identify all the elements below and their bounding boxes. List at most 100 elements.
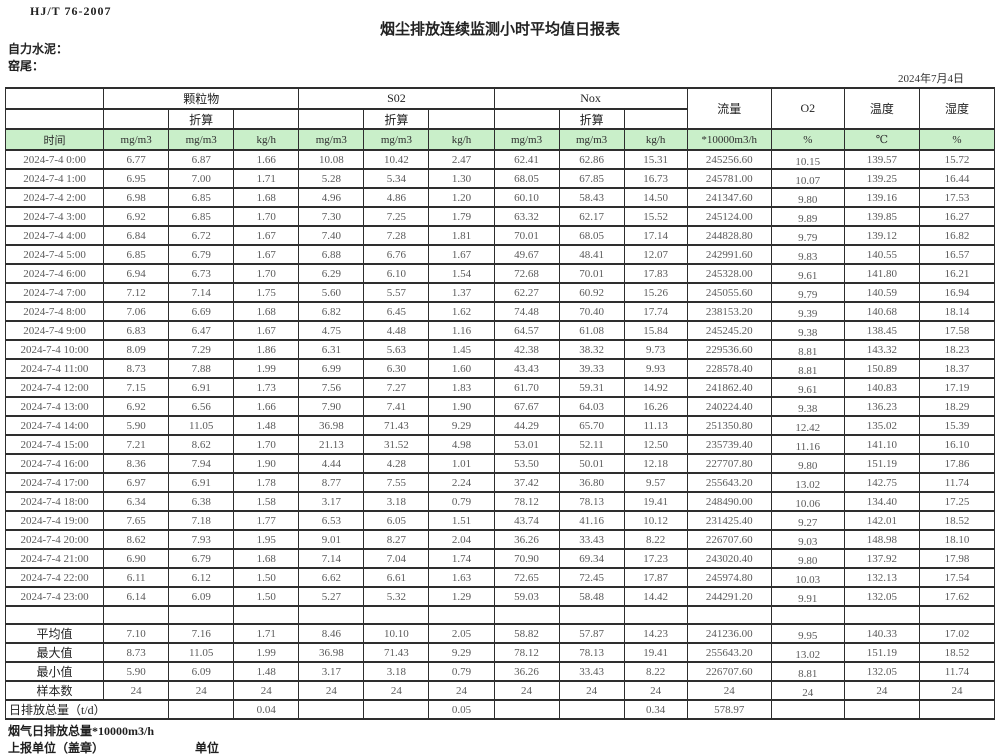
cell-value: 24 bbox=[233, 680, 300, 701]
cell-value: 15.84 bbox=[623, 320, 688, 341]
cell-value: 138.45 bbox=[843, 320, 920, 341]
cell-value: 143.32 bbox=[843, 339, 920, 360]
cell-value: 7.55 bbox=[363, 472, 430, 493]
cell-value: 74.48 bbox=[493, 301, 560, 322]
cell-value: 7.28 bbox=[363, 225, 430, 246]
cell-value: 5.63 bbox=[363, 339, 430, 360]
unit-header: mg/m3 bbox=[298, 128, 365, 151]
cell-value: 70.01 bbox=[558, 263, 625, 284]
cell-value: 151.19 bbox=[843, 453, 920, 474]
cell-value: 7.21 bbox=[103, 434, 170, 455]
cell-time: 2024-7-4 14:00 bbox=[4, 415, 105, 436]
cell-value: 6.88 bbox=[298, 244, 365, 265]
cell-value: 7.06 bbox=[103, 301, 170, 322]
cell-value: 1.01 bbox=[428, 453, 495, 474]
cell-value: 151.19 bbox=[843, 642, 920, 663]
cell-value: 1.51 bbox=[428, 510, 495, 531]
cell-value: 8.73 bbox=[103, 358, 170, 379]
cell-value: 6.34 bbox=[103, 491, 170, 512]
cell-value: 1.90 bbox=[233, 453, 300, 474]
cell-value: 7.14 bbox=[168, 282, 235, 303]
spacer-cell bbox=[843, 605, 920, 625]
table-row: 2024-7-4 20:00 8.62 7.93 1.95 9.01 8.27 2.04 36… bbox=[4, 529, 996, 550]
cell-value: 24 bbox=[168, 680, 235, 701]
header-spacer bbox=[103, 108, 170, 130]
cell-value: 1.99 bbox=[233, 358, 300, 379]
cell-value: 9.57 bbox=[623, 472, 688, 493]
summary-row: 样本数 24 24 24 24 24 24 24 24 24 24 24 24 24 bbox=[4, 680, 996, 701]
cell-value: 1.66 bbox=[233, 149, 300, 170]
cell-time: 2024-7-4 23:00 bbox=[4, 586, 105, 607]
cell-value: 9.79 bbox=[770, 225, 845, 246]
cell-time: 2024-7-4 16:00 bbox=[4, 453, 105, 474]
cell-value: 24 bbox=[918, 680, 996, 701]
cell-value: 1.67 bbox=[233, 320, 300, 341]
cell-value: 1.83 bbox=[428, 377, 495, 398]
page-title: 烟尘排放连续监测小时平均值日报表 bbox=[379, 22, 620, 38]
cell-value: 9.79 bbox=[770, 282, 845, 303]
cell-value: 244828.80 bbox=[686, 225, 772, 246]
cell-value: 1.54 bbox=[428, 263, 495, 284]
cell-time: 2024-7-4 12:00 bbox=[4, 377, 105, 398]
table-row: 2024-7-4 2:00 6.98 6.85 1.68 4.96 4.86 1.20 60.… bbox=[4, 187, 996, 208]
cell-time: 2024-7-4 10:00 bbox=[4, 339, 105, 360]
cell-value: 9.01 bbox=[298, 529, 365, 550]
cell-value: 7.65 bbox=[103, 510, 170, 531]
cell-value: 10.03 bbox=[770, 567, 845, 588]
daily-total-row: 日排放总量（t/d） 0.04 0.05 0.34 578.97 bbox=[4, 699, 996, 720]
cell-value: 150.89 bbox=[843, 358, 920, 379]
table-row: 2024-7-4 18:00 6.34 6.38 1.58 3.17 3.18 0.79 78… bbox=[4, 491, 996, 512]
cell-value: 11.16 bbox=[770, 434, 845, 455]
cell-value: 7.93 bbox=[168, 529, 235, 550]
cell-value: 1.67 bbox=[233, 244, 300, 265]
spacer-cell bbox=[298, 605, 365, 625]
cell-value: 58.82 bbox=[493, 623, 560, 644]
cell-value: 8.62 bbox=[103, 529, 170, 550]
cell-value: 7.90 bbox=[298, 396, 365, 417]
cell-value: 10.10 bbox=[363, 623, 430, 644]
cell-value: 7.27 bbox=[363, 377, 430, 398]
cell-value: 17.74 bbox=[623, 301, 688, 322]
cell-value: 235739.40 bbox=[686, 434, 772, 455]
cell-value: 15.39 bbox=[918, 415, 996, 436]
cell-value: 9.80 bbox=[770, 548, 845, 569]
cell-value: 67.67 bbox=[493, 396, 560, 417]
cell-value: 16.10 bbox=[918, 434, 996, 455]
cell-value: 8.27 bbox=[363, 529, 430, 550]
cell-value: 9.38 bbox=[770, 396, 845, 417]
cell-value: 36.98 bbox=[298, 642, 365, 663]
cell-value: 17.19 bbox=[918, 377, 996, 398]
cell-value: 2.47 bbox=[428, 149, 495, 170]
spacer-cell bbox=[623, 605, 688, 625]
cell-value: 6.92 bbox=[103, 206, 170, 227]
cell-value: 16.26 bbox=[623, 396, 688, 417]
table-row: 2024-7-4 6:00 6.94 6.73 1.70 6.29 6.10 1.54 72.… bbox=[4, 263, 996, 284]
cell-value: 6.11 bbox=[103, 567, 170, 588]
cell-value: 33.43 bbox=[558, 661, 625, 682]
cell-value: 241347.60 bbox=[686, 187, 772, 208]
cell-value: 6.47 bbox=[168, 320, 235, 341]
cell-value: 62.27 bbox=[493, 282, 560, 303]
cell-time: 2024-7-4 19:00 bbox=[4, 510, 105, 531]
cell-value: 11.13 bbox=[623, 415, 688, 436]
cell-value: 61.70 bbox=[493, 377, 560, 398]
cell-value: 245124.00 bbox=[686, 206, 772, 227]
conversion-header-nox: 折算 bbox=[558, 108, 625, 130]
cell-value: 251350.80 bbox=[686, 415, 772, 436]
table-row: 2024-7-4 4:00 6.84 6.72 1.67 7.40 7.28 1.81 70.… bbox=[4, 225, 996, 246]
spacer-cell bbox=[363, 605, 430, 625]
cell-value: 17.53 bbox=[918, 187, 996, 208]
group-header-so2: S02 bbox=[298, 87, 495, 110]
cell-value: 4.48 bbox=[363, 320, 430, 341]
table-row: 2024-7-4 17:00 6.97 6.91 1.78 8.77 7.55 2.24 37… bbox=[4, 472, 996, 493]
spacer-cell bbox=[558, 605, 625, 625]
cell-value: 6.12 bbox=[168, 567, 235, 588]
unit-header: mg/m3 bbox=[493, 128, 560, 151]
cell-time: 2024-7-4 0:00 bbox=[4, 149, 105, 170]
cell-value: 142.75 bbox=[843, 472, 920, 493]
cell-value: 14.42 bbox=[623, 586, 688, 607]
cell-value: 6.05 bbox=[363, 510, 430, 531]
cell-value: 65.70 bbox=[558, 415, 625, 436]
header-spacer bbox=[298, 108, 365, 130]
cell-value: 11.74 bbox=[918, 472, 996, 493]
